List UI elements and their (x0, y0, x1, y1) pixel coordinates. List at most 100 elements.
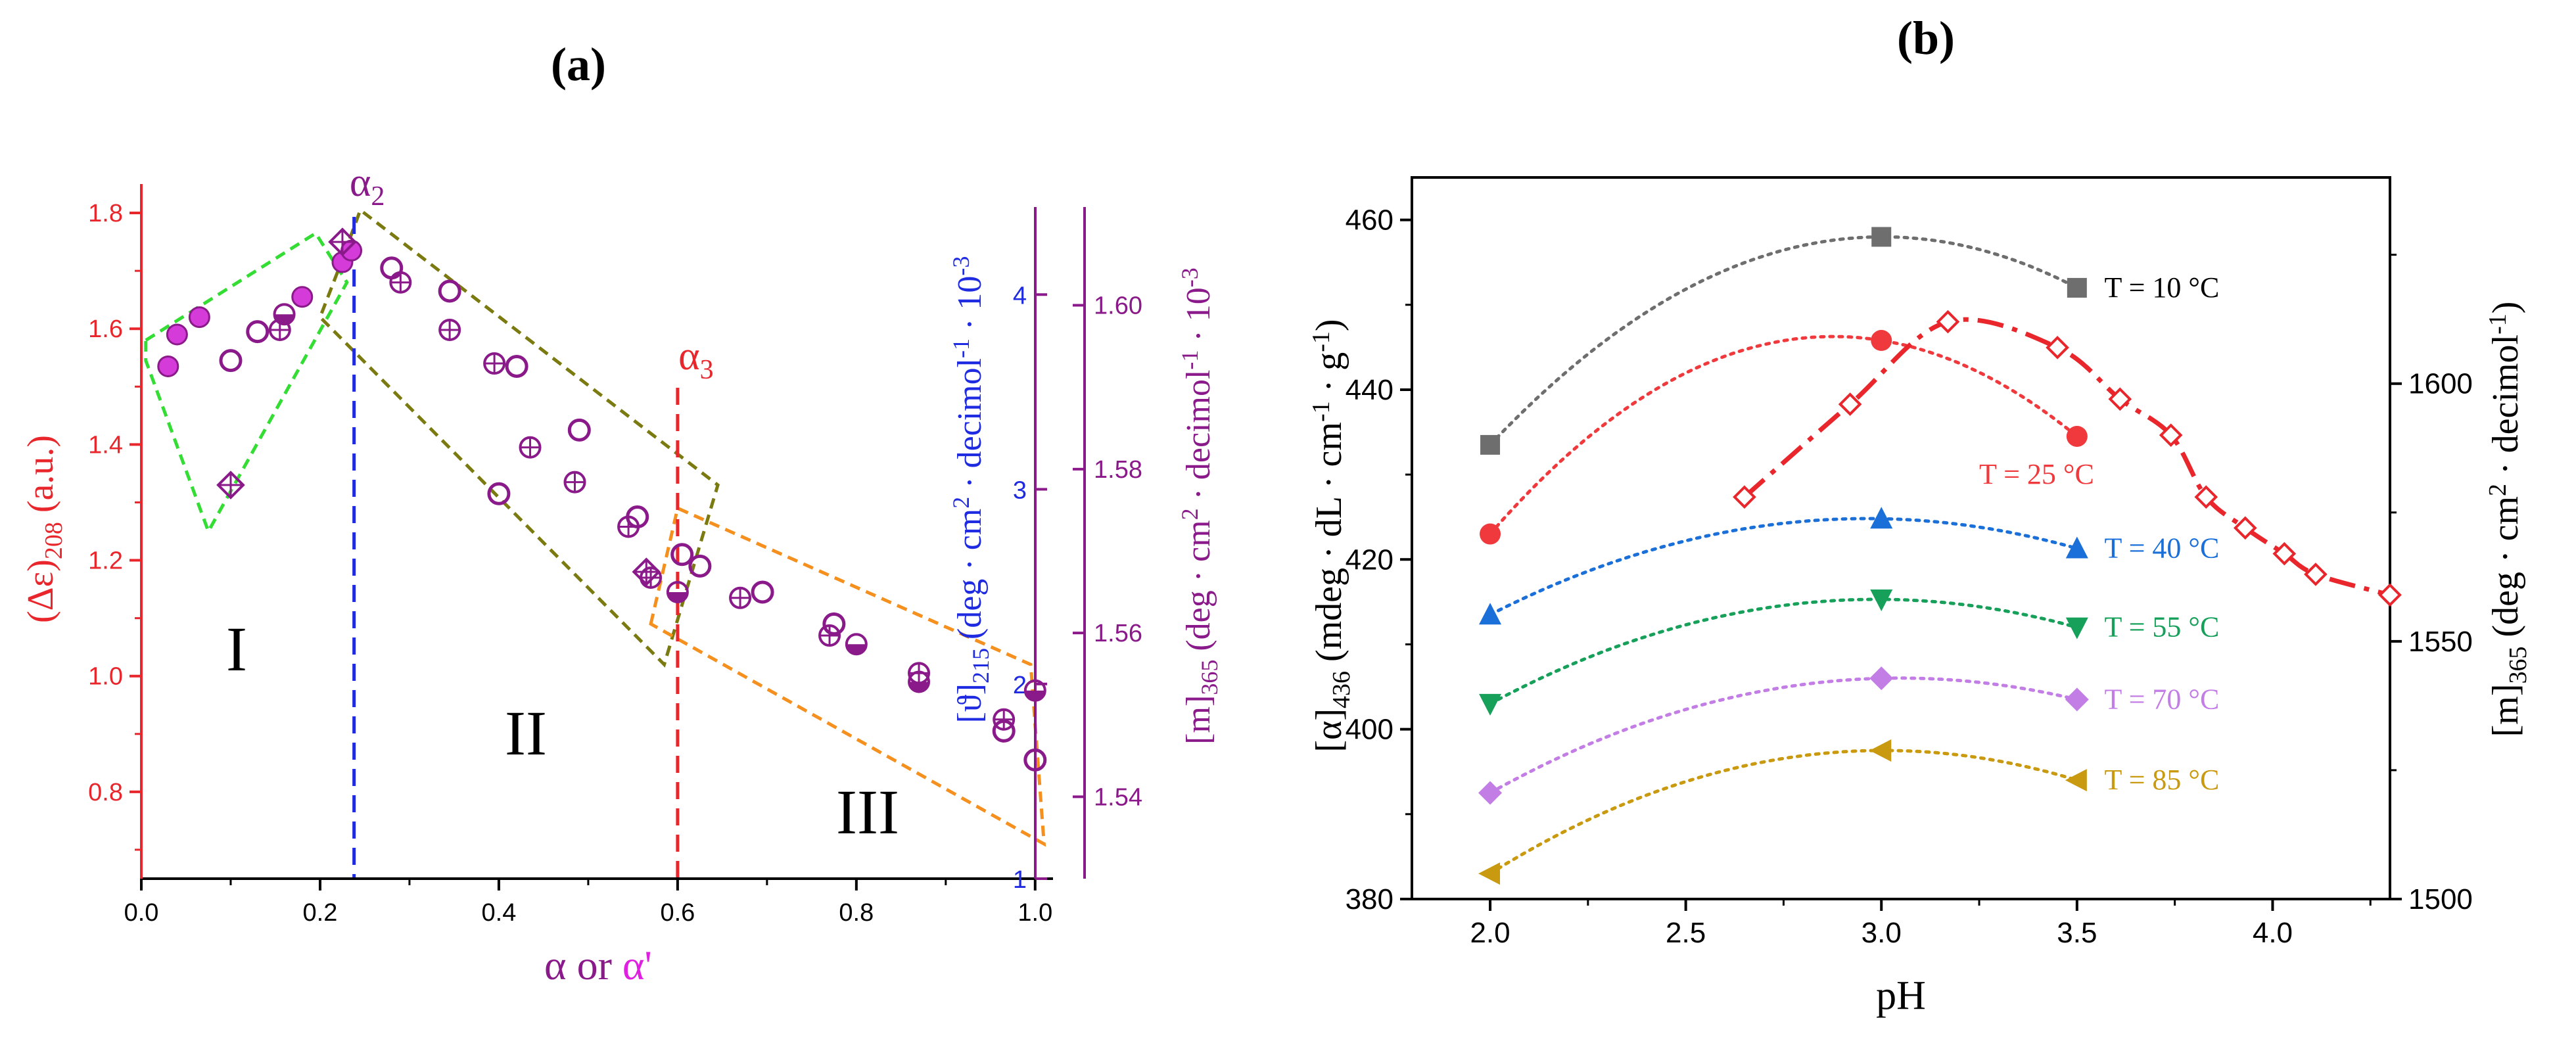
b-marker-diamond (2065, 687, 2089, 712)
alpha-lines (352, 217, 680, 879)
b-curve (1488, 517, 2079, 616)
a-right-ticks: 1.54 1.56 1.58 1.60 (1073, 292, 1142, 811)
alpha2-label: α2 (350, 160, 385, 212)
b-marker-triangle-up (1870, 507, 1893, 529)
b-marker-open-diamond (1936, 310, 1960, 334)
a-right-tick-label: 1.58 (1094, 456, 1142, 484)
a-point-crossed-circle (993, 708, 1016, 731)
a-point-crossed-circle (483, 352, 506, 375)
region-polygons (144, 207, 1046, 847)
a-x-tick-label: 0.6 (660, 899, 695, 927)
a-point-filled-circle (157, 355, 179, 377)
a-x-ticks: 0.0 0.2 0.4 0.6 0.8 1.0 (124, 879, 1052, 927)
point-marker (505, 354, 528, 378)
point-marker (438, 279, 461, 303)
a-right-tick-label: 1.56 (1094, 620, 1142, 647)
a-left-tick-label: 0.8 (88, 779, 123, 806)
point-marker (219, 349, 243, 373)
b-marker-open-diamond (1733, 485, 1756, 509)
alpha3-label: α3 (678, 334, 713, 385)
b-marker-open-diamond (2272, 542, 2297, 566)
b-x-axis-label: pH (1876, 973, 1926, 1018)
b-marker-triangle-left (1869, 739, 1892, 762)
point-marker (822, 612, 846, 636)
a-right-tick-label: 1.60 (1094, 292, 1142, 320)
b-right-tick-label: 1500 (2408, 883, 2473, 915)
point-marker (246, 320, 269, 344)
a-point-filled-circle (188, 306, 210, 329)
panel-a: (a) 0.0 0.2 0.4 0.6 0.8 1.0 0.8 1.0 1.2 1.4 1.6 1.… (20, 38, 1223, 988)
b-x-tick-label: 4.0 (2253, 917, 2293, 949)
b-marker-triangle-down (1870, 590, 1893, 612)
b-curves (1488, 235, 2391, 875)
a-x-tick-label: 0.2 (303, 899, 338, 927)
b-marker-triangle-down (1479, 693, 1502, 716)
b-curve (1488, 676, 2079, 795)
b-x-tick-label: 2.0 (1470, 917, 1510, 949)
a-point-crossed-circle (818, 624, 841, 647)
b-series-label: T = 10 °C (2105, 271, 2220, 304)
a-left-axis-label: (Δε)208 (a.u.) (20, 435, 68, 623)
point-marker (380, 256, 404, 280)
b-marker-open-diamond (2233, 516, 2257, 540)
a-data-points (157, 227, 1047, 772)
a-point-open-circle (1023, 748, 1047, 772)
b-right-tick-label: 1550 (2408, 626, 2473, 658)
b-marker-open-diamond (1838, 392, 1862, 416)
point-marker (291, 286, 314, 308)
a-point-crossed-diamond (328, 227, 357, 256)
point-marker (487, 482, 511, 505)
a-point-open-circle (219, 349, 243, 373)
b-marker-triangle-left (1478, 862, 1501, 885)
point-marker (1023, 748, 1047, 772)
b-series-label: T = 85 °C (2105, 764, 2220, 796)
b-data-points (1478, 227, 2402, 885)
region-green (144, 231, 349, 536)
region-orange (649, 505, 1046, 847)
a-point-filled-circle (291, 286, 314, 308)
b-series-label: T = 25 °C (1979, 458, 2094, 490)
point-marker (273, 303, 296, 326)
b-left-axis-label: [α]436 (mdeg · dL · cm-1 · g-1) (1307, 319, 1355, 752)
b-marker-open-diamond (2159, 423, 2183, 447)
region-I-label: I (226, 614, 247, 684)
a-mid-tick-label: 3 (1013, 477, 1027, 505)
region-III-label: III (836, 777, 899, 847)
a-mid-axis-label: [ϑ]215 (deg · cm2 · decimol-1 · 10-3 (948, 256, 994, 724)
a-point-crossed-circle (563, 471, 586, 494)
a-point-crossed-circle (729, 586, 752, 609)
a-point-crossed-circle (389, 271, 412, 294)
a-point-open-circle (505, 354, 528, 378)
a-left-tick-label: 1.6 (88, 315, 123, 343)
b-series-label: T = 40 °C (2105, 532, 2220, 565)
a-left-ticks: 0.8 1.0 1.2 1.4 1.6 1.8 (88, 200, 141, 851)
b-left-tick-label: 420 (1346, 544, 1393, 576)
b-left-tick-label: 380 (1346, 883, 1393, 915)
a-point-crossed-diamond (216, 471, 245, 499)
a-point-half-circle (1023, 679, 1046, 702)
a-left-tick-label: 1.0 (88, 663, 123, 691)
b-x-tick-label: 3.5 (2057, 917, 2097, 949)
a-point-open-circle (670, 543, 694, 567)
b-left-ticks: 380 400 420 440 460 (1346, 204, 1412, 915)
b-left-tick-label: 440 (1346, 374, 1393, 406)
a-x-tick-label: 1.0 (1018, 899, 1052, 927)
a-point-open-circle (438, 279, 461, 303)
point-marker (1023, 679, 1046, 702)
a-mid-tick-label: 1 (1013, 866, 1027, 894)
a-x-tick-label: 0.4 (482, 899, 517, 927)
b-left-tick-label: 400 (1346, 714, 1393, 746)
a-point-open-circle (487, 482, 511, 505)
b-curve (1488, 749, 2079, 875)
region-II-label: II (505, 698, 547, 768)
a-mid-ticks: 1 2 3 4 (1013, 282, 1047, 894)
b-marker-triangle-left (2065, 769, 2087, 792)
b-marker-square (1871, 227, 1892, 247)
a-point-crossed-diamond (632, 557, 661, 586)
b-marker-open-diamond (2378, 583, 2402, 607)
b-curve (1488, 335, 2079, 536)
a-mid-tick-label: 4 (1013, 282, 1027, 310)
a-left-tick-label: 1.4 (88, 431, 123, 459)
a-point-open-circle (688, 554, 712, 578)
b-right-axis-label: [m]365 (deg · cm2 · decimol-1) (2484, 302, 2532, 737)
